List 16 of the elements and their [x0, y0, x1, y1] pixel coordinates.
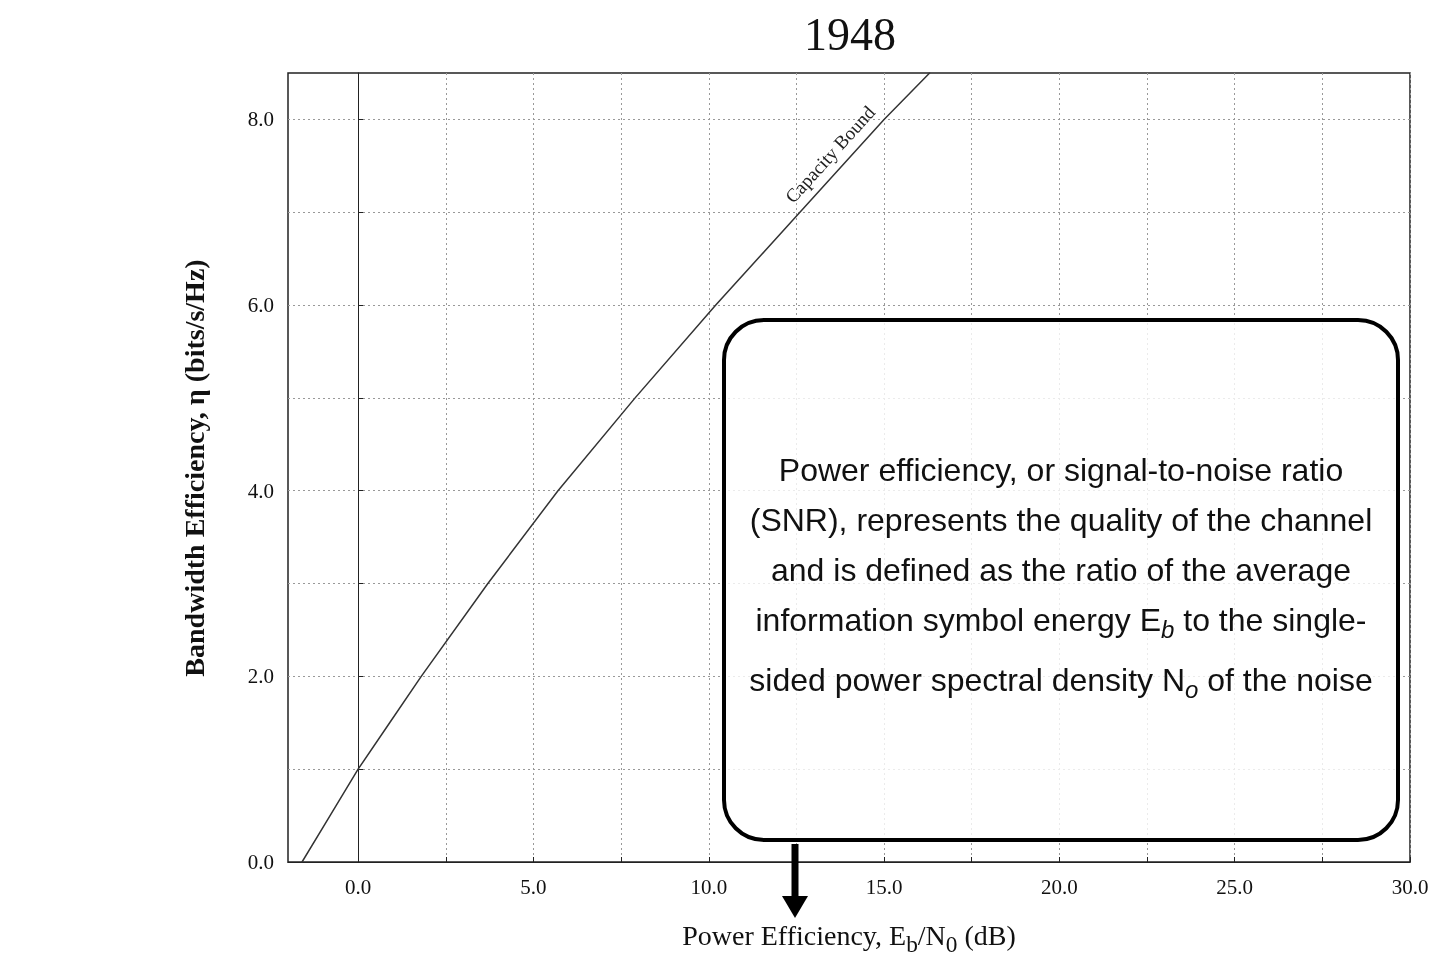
y-axis-title: Bandwidth Efficiency, η (bits/s/Hz) — [179, 259, 211, 677]
x-tick-label: 5.0 — [520, 874, 547, 899]
y-tick-label: 6.0 — [247, 293, 274, 318]
x-tick-label: 30.0 — [1391, 874, 1429, 899]
chart-title: 1948 — [804, 8, 896, 60]
x-tick-label: 15.0 — [865, 874, 903, 899]
x-tick-label: 10.0 — [690, 874, 728, 899]
x-axis-title: Power Efficiency, E$_{b}$/N$_{0}$ (dB) — [682, 920, 1016, 958]
y-tick-label: 8.0 — [247, 107, 274, 132]
x-tick-label: 0.0 — [345, 874, 372, 899]
x-tick-label: 20.0 — [1041, 874, 1078, 899]
x-tick-label: 25.0 — [1216, 874, 1254, 899]
y-tick-label: 0.0 — [247, 850, 274, 874]
y-tick-label: 2.0 — [247, 664, 274, 689]
y-tick-label: 4.0 — [247, 478, 274, 503]
callout-box: Power efficiency, or signal-to-noise ratio (SNR), represents the quality of the channel and is defined as the ratio of the average information symbol energy E$_{b}$ to the single-sided power spectral density N$_{o}$ of the noise — [722, 318, 1400, 842]
